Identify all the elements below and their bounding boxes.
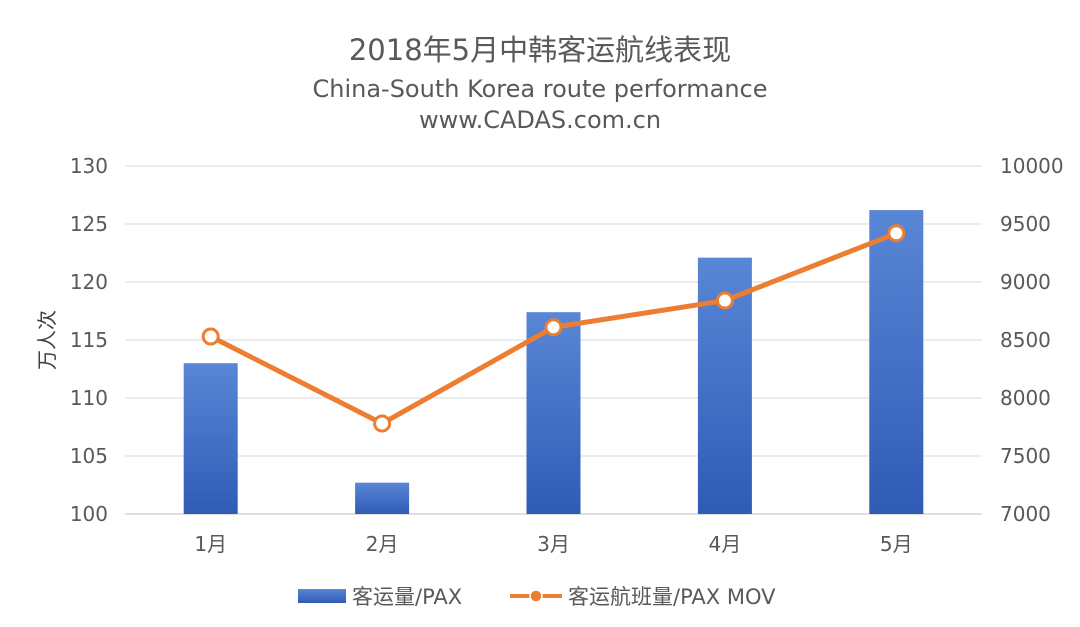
line-point	[544, 318, 563, 337]
x-axis-labels: 1月 2月 3月 4月 5月	[194, 532, 912, 556]
chart-source: www.CADAS.com.cn	[419, 106, 661, 134]
chart-title: 2018年5月中韩客运航线表现	[349, 33, 731, 67]
left-tick-label: 120	[70, 270, 108, 294]
left-axis-ticks: 100 105 110 115 120 125 130	[70, 154, 108, 526]
left-tick-label: 130	[70, 154, 108, 178]
bar-series	[183, 210, 924, 514]
x-tick-label: 2月	[366, 532, 399, 556]
right-tick-label: 9000	[1000, 270, 1051, 294]
bar	[526, 312, 581, 514]
legend-line-label: 客运航班量/PAX MOV	[568, 585, 776, 609]
legend: 客运量/PAX 客运航班量/PAX MOV	[298, 585, 776, 609]
line-point	[201, 327, 220, 346]
right-tick-label: 10000	[1000, 154, 1064, 178]
right-tick-label: 8500	[1000, 328, 1051, 352]
legend-line-marker	[529, 589, 543, 603]
right-tick-label: 9500	[1000, 212, 1051, 236]
left-tick-label: 105	[70, 444, 108, 468]
legend-bar-swatch	[298, 589, 346, 603]
line-series	[201, 224, 906, 433]
right-tick-label: 7500	[1000, 444, 1051, 468]
right-axis-ticks: 7000 7500 8000 8500 9000 9500 10000	[1000, 154, 1064, 526]
left-tick-label: 110	[70, 386, 108, 410]
bar	[183, 363, 238, 514]
x-tick-label: 4月	[709, 532, 742, 556]
y-axis-label: 万人次	[35, 310, 59, 370]
line-point	[373, 414, 392, 433]
left-tick-label: 100	[70, 502, 108, 526]
x-tick-label: 3月	[537, 532, 570, 556]
right-tick-label: 7000	[1000, 502, 1051, 526]
left-tick-label: 125	[70, 212, 108, 236]
x-tick-label: 1月	[194, 532, 227, 556]
right-tick-label: 8000	[1000, 386, 1051, 410]
bar	[355, 482, 410, 514]
chart-subtitle: China-South Korea route performance	[312, 75, 767, 103]
bar	[869, 210, 924, 514]
line-point	[715, 291, 734, 310]
left-tick-label: 115	[70, 328, 108, 352]
line-point	[887, 224, 906, 243]
x-tick-label: 5月	[880, 532, 913, 556]
legend-bar-label: 客运量/PAX	[352, 585, 462, 609]
